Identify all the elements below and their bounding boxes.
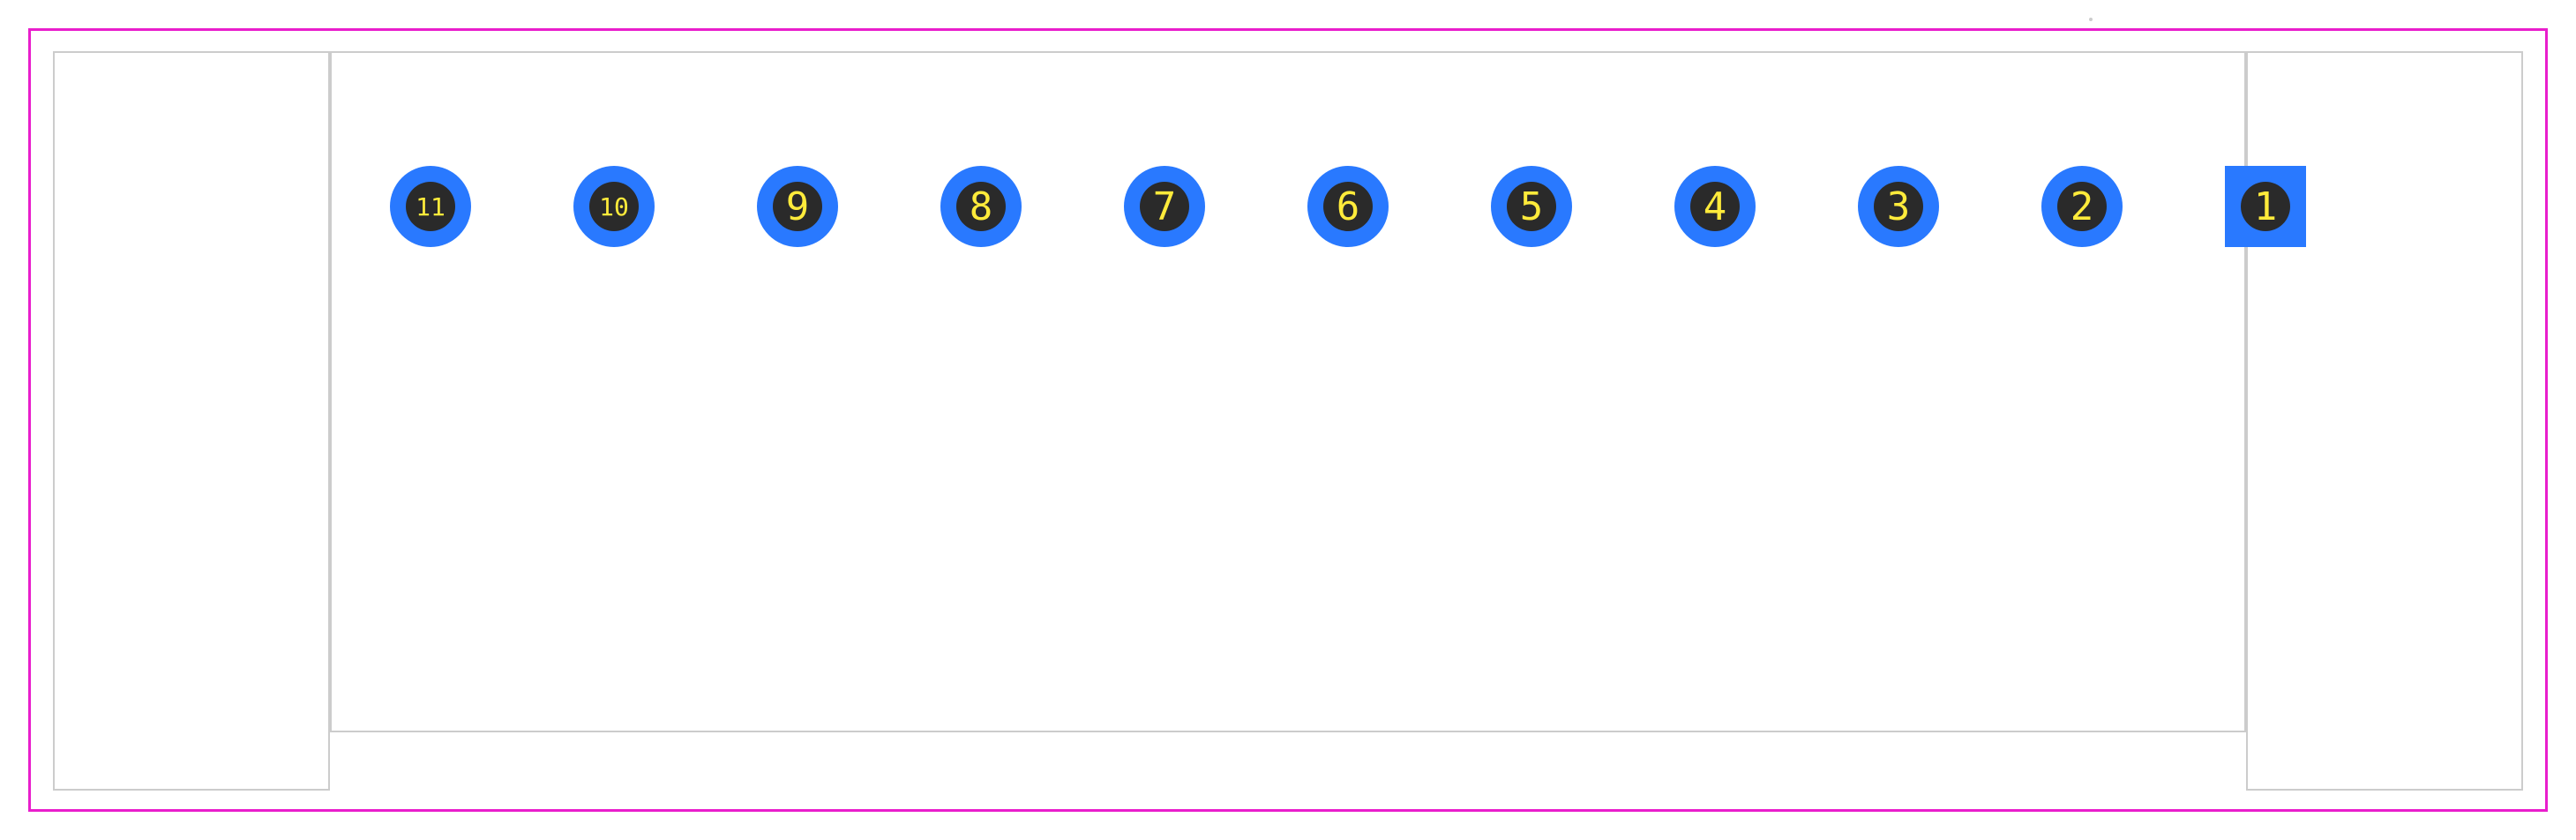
pin-label: 7 <box>1153 184 1177 229</box>
pin-label: 10 <box>599 192 629 221</box>
pin-label: 11 <box>416 192 446 221</box>
pin-label: 3 <box>1887 184 1911 229</box>
pin-2: 2 <box>2041 166 2123 247</box>
pin-8: 8 <box>940 166 1022 247</box>
pin-label: 5 <box>1520 184 1544 229</box>
pin-label: 9 <box>786 184 810 229</box>
pin-label: 6 <box>1337 184 1360 229</box>
pin-label: 8 <box>970 184 993 229</box>
pin-5: 5 <box>1491 166 1572 247</box>
pin-3: 3 <box>1858 166 1939 247</box>
pin-label: 2 <box>2071 184 2094 229</box>
pin-6: 6 <box>1307 166 1389 247</box>
pin-7: 7 <box>1124 166 1205 247</box>
pin-11: 11 <box>390 166 471 247</box>
pin-4: 4 <box>1674 166 1756 247</box>
pin-label: 4 <box>1704 184 1727 229</box>
top-dot <box>2089 18 2093 21</box>
left-block <box>53 51 330 791</box>
pin-9: 9 <box>757 166 838 247</box>
pin-10: 10 <box>573 166 655 247</box>
pin-label: 1 <box>2254 184 2278 229</box>
right-block <box>2246 51 2523 791</box>
middle-block <box>330 51 2246 732</box>
pin-1: 1 <box>2225 166 2306 247</box>
